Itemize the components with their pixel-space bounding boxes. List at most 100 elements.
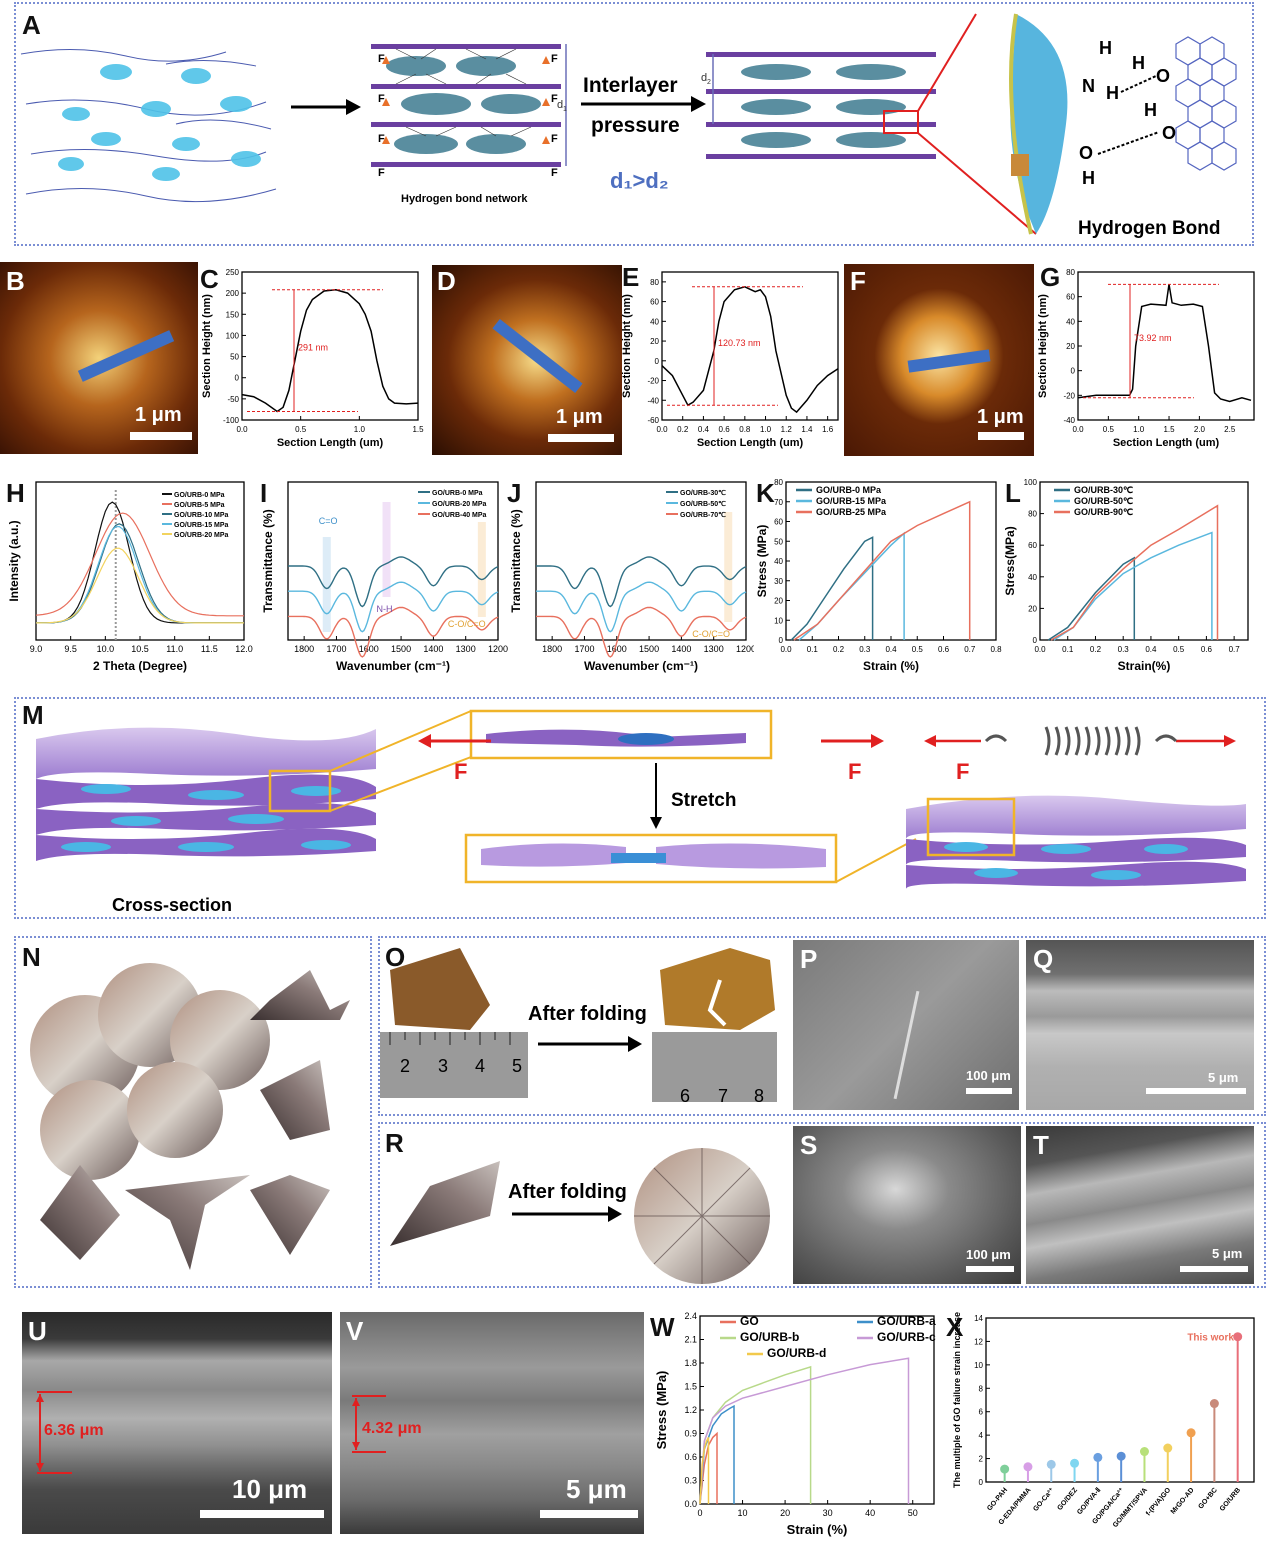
legend-label: GO/URB-50℃ bbox=[680, 500, 726, 508]
y-tick-label: 50 bbox=[230, 353, 239, 362]
plot-frame bbox=[699, 1315, 935, 1505]
scale-bar-v bbox=[540, 1510, 638, 1518]
pressure-text: pressure bbox=[591, 114, 680, 137]
y-tick-label: -20 bbox=[647, 377, 659, 386]
legend-label: GO/URB-0 MPa bbox=[816, 485, 882, 495]
svg-text:H: H bbox=[1132, 53, 1145, 73]
panel-label-s: S bbox=[800, 1130, 818, 1160]
x-tick-label: 1700 bbox=[326, 644, 346, 654]
panel-n-frame bbox=[14, 936, 372, 1288]
force-label: F bbox=[551, 167, 558, 179]
y-tick-label: 10 bbox=[774, 616, 783, 625]
legend-label: GO/URB-c bbox=[877, 1330, 936, 1344]
plot-frame bbox=[661, 271, 839, 421]
legend-label: GO/URB-90℃ bbox=[1074, 507, 1133, 517]
x-axis-label: Strain (%) bbox=[787, 1522, 848, 1537]
x-tick-label: 0.3 bbox=[1118, 645, 1130, 654]
x-tick-label: 0.4 bbox=[885, 645, 897, 654]
x-axis-label: Section Length (um) bbox=[277, 437, 384, 449]
panel-label-k: K bbox=[756, 478, 775, 508]
sem-image-s bbox=[793, 1126, 1021, 1284]
svg-text:6: 6 bbox=[680, 1086, 690, 1106]
series-line bbox=[699, 1431, 718, 1505]
y-tick-label: 2.4 bbox=[684, 1311, 697, 1321]
y-tick-label: 100 bbox=[1024, 478, 1038, 487]
x-tick-label: 0.1 bbox=[807, 645, 819, 654]
panel-optq-frame bbox=[378, 936, 1266, 1116]
y-tick-label: 6 bbox=[979, 1408, 984, 1417]
legend-label: GO/URB-15 MPa bbox=[816, 496, 887, 506]
panel-label-q: Q bbox=[1033, 944, 1054, 974]
x-tick-label: 0.5 bbox=[1103, 425, 1115, 434]
afm-image-d bbox=[432, 265, 622, 455]
lollipop-head bbox=[1000, 1464, 1010, 1474]
category-label: f-(PVA)GO bbox=[1145, 1486, 1173, 1517]
x-tick-label: 1200 bbox=[488, 644, 508, 654]
x-tick-label: 0.2 bbox=[677, 425, 689, 434]
y-tick-label: 0 bbox=[1033, 636, 1038, 645]
y-tick-label: -20 bbox=[1063, 391, 1075, 400]
plot-frame bbox=[535, 481, 747, 641]
panel-label-l: L bbox=[1005, 478, 1021, 508]
category-label: GO-Ca²⁺ bbox=[1032, 1487, 1056, 1513]
scale-text-f: 1 μm bbox=[977, 406, 1024, 428]
scale-bar-f bbox=[978, 432, 1024, 440]
panel-label-m: M bbox=[22, 700, 44, 730]
series-line bbox=[1047, 556, 1136, 641]
x-axis-label: Section Length (um) bbox=[1113, 437, 1220, 449]
panel-a-frame bbox=[14, 2, 1254, 246]
lollipop-head bbox=[1139, 1447, 1149, 1457]
x-tick-label: 1600 bbox=[359, 644, 379, 654]
svg-text:N: N bbox=[1082, 76, 1095, 96]
band-label: C-O/C=O bbox=[692, 629, 730, 639]
y-tick-label: 0 bbox=[655, 357, 660, 366]
sem-image-u bbox=[22, 1312, 332, 1534]
panel-label-b: B bbox=[6, 266, 25, 296]
sem-image-q bbox=[1026, 940, 1254, 1110]
category-label: GO+BC bbox=[1197, 1487, 1218, 1511]
panel-label-e: E bbox=[622, 262, 640, 292]
band-label: C-O/C=O bbox=[448, 619, 486, 629]
y-tick-label: -100 bbox=[223, 416, 240, 425]
legend-label: GO/URB-20 MPa bbox=[174, 532, 229, 539]
category-label: MrGO-AD bbox=[1170, 1487, 1196, 1516]
panel-label-p: P bbox=[800, 944, 818, 974]
urb-molecule bbox=[1010, 14, 1068, 234]
plot-frame bbox=[287, 481, 499, 641]
this-work-label: This work bbox=[1187, 1333, 1234, 1344]
x-tick-label: 1.5 bbox=[1163, 425, 1175, 434]
svg-text:O: O bbox=[1156, 66, 1170, 86]
y-tick-label: 40 bbox=[650, 317, 659, 326]
d2-label: d bbox=[701, 72, 707, 84]
interlayer-text: Interlayer bbox=[583, 74, 678, 97]
y-tick-label: 14 bbox=[974, 1314, 983, 1323]
x-tick-label: 0.4 bbox=[1145, 645, 1157, 654]
x-tick-label: 0.4 bbox=[698, 425, 710, 434]
chart-k: 0.0 0.1 0.2 0.3 0.4 0.5 0.6 0.7 0.8 0 10 20 30 40 50 60… bbox=[756, 478, 1002, 673]
panel-label-g: G bbox=[1040, 262, 1061, 292]
category-label: GO/URB bbox=[1219, 1487, 1242, 1513]
lollipop-head bbox=[1163, 1443, 1173, 1453]
x-tick-label: 2.5 bbox=[1224, 425, 1236, 434]
hbond-network-stack bbox=[371, 44, 561, 167]
x-tick-label: 1200 bbox=[736, 644, 754, 654]
x-tick-label: 0.2 bbox=[833, 645, 845, 654]
lollipop-head bbox=[1233, 1332, 1243, 1342]
y-tick-label: 10 bbox=[974, 1361, 983, 1370]
x-axis-label: Wavenumber (cm⁻¹) bbox=[584, 659, 698, 673]
stretch-text: Stretch bbox=[671, 790, 736, 811]
panel-label-r: R bbox=[385, 1128, 404, 1158]
lollipop-head bbox=[1070, 1458, 1080, 1468]
cross-section-stack bbox=[36, 727, 376, 861]
panel-label-v: V bbox=[346, 1316, 364, 1346]
x-tick-label: 0.0 bbox=[780, 645, 792, 654]
x-tick-label: 0.0 bbox=[1072, 425, 1084, 434]
hbond-network-caption: Hydrogen bond network bbox=[401, 193, 528, 205]
x-tick-label: 0.0 bbox=[1034, 645, 1046, 654]
y-axis-label: Stress (MPa) bbox=[756, 525, 769, 598]
y-tick-label: 20 bbox=[1066, 342, 1075, 351]
y-tick-label: 150 bbox=[226, 310, 240, 319]
force-label: F bbox=[551, 53, 558, 65]
schematic-a: F F F F F F F F d 1 Hydrogen bond networ… bbox=[20, 13, 1237, 239]
panel-label-j: J bbox=[507, 478, 522, 508]
